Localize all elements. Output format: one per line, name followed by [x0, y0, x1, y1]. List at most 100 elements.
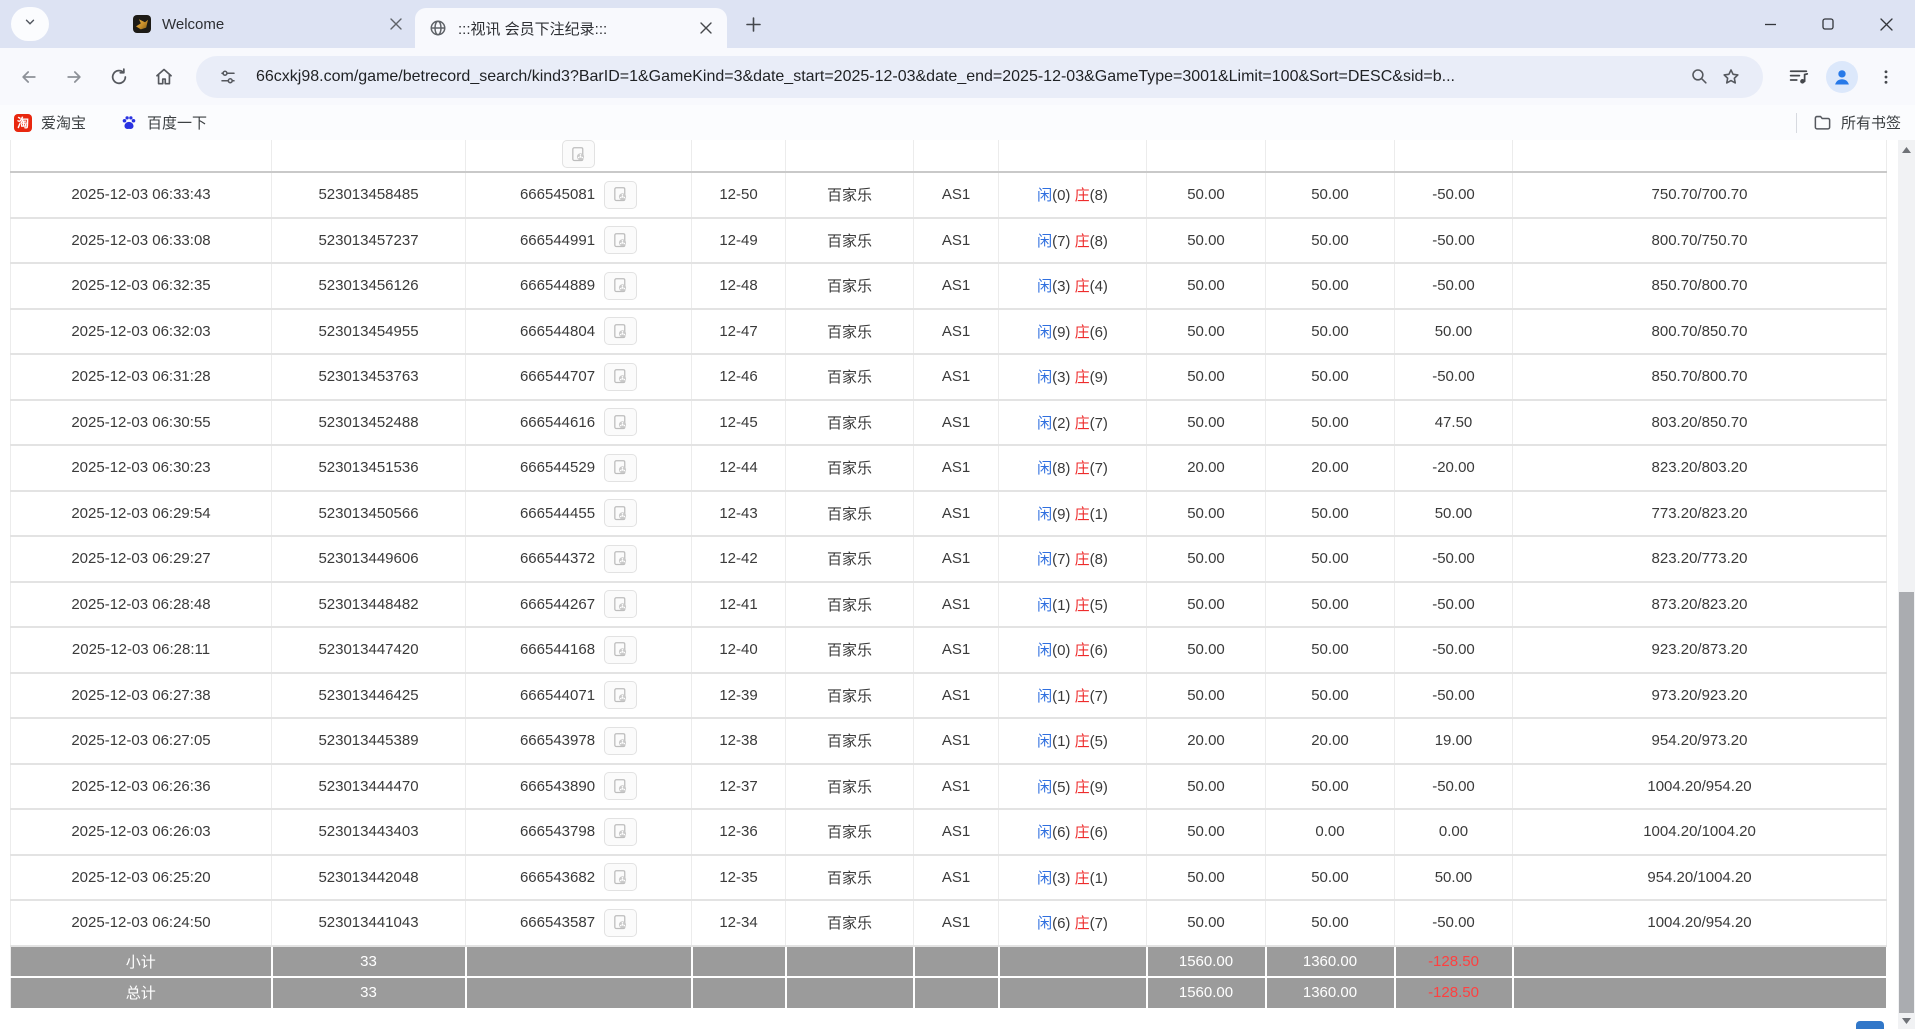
video-replay-icon[interactable]: [604, 635, 638, 664]
cell-bet-id: 523013450566: [271, 490, 466, 537]
video-replay-icon[interactable]: [604, 408, 638, 437]
cell-bet-detail: 闲(6) 庄(6): [998, 809, 1147, 856]
table-row: 2025-12-03 06:27:05 523013445389 666543978…: [10, 718, 1887, 765]
window-close-button[interactable]: [1857, 0, 1915, 48]
url-text[interactable]: 66cxkj98.com/game/betrecord_search/kind3…: [256, 67, 1455, 85]
cell-game-name: 百家乐: [785, 490, 914, 537]
scrollbar-thumb[interactable]: [1899, 592, 1914, 1013]
reload-button[interactable]: [100, 58, 138, 96]
baidu-paw-icon: [120, 114, 138, 132]
cell-round: 12-44: [691, 445, 786, 492]
cell-round: 12-46: [691, 354, 786, 401]
zoom-icon[interactable]: [1683, 61, 1715, 93]
window-minimize-button[interactable]: [1741, 0, 1799, 48]
cell-valid-amount: 50.00: [1265, 490, 1395, 537]
video-replay-icon[interactable]: [604, 908, 638, 937]
table-row: 2025-12-03 06:31:28 523013453763 666544707…: [10, 354, 1887, 401]
scrollbar-up-icon[interactable]: [1898, 141, 1915, 158]
table-row-partial: [10, 140, 1887, 173]
cell-time: 2025-12-03 06:33:08: [10, 217, 272, 264]
video-replay-icon[interactable]: [604, 362, 638, 391]
cell-win-loss: 19.00: [1394, 718, 1513, 765]
cell-valid-amount: 50.00: [1265, 354, 1395, 401]
cell-game-name: 百家乐: [785, 672, 914, 719]
cell-table-name: AS1: [913, 763, 999, 810]
bookmark-taobao[interactable]: 淘 爱淘宝: [14, 112, 86, 133]
video-replay-icon[interactable]: [604, 180, 638, 209]
cell-table-name: AS1: [913, 536, 999, 583]
cell-balance: 823.20/773.20: [1512, 536, 1887, 583]
cell-table-name: AS1: [913, 263, 999, 310]
cell-bet-amount: 50.00: [1146, 536, 1266, 583]
cell-round: 12-41: [691, 581, 786, 628]
cell-bet-id: 523013454955: [271, 308, 466, 355]
omnibox[interactable]: 66cxkj98.com/game/betrecord_search/kind3…: [196, 55, 1763, 98]
cell-bet-id: 523013442048: [271, 854, 466, 901]
cell-time: 2025-12-03 06:29:27: [10, 536, 272, 583]
video-replay-icon[interactable]: [604, 453, 638, 482]
media-controls-icon[interactable]: [1779, 58, 1817, 96]
back-to-top-button[interactable]: [1856, 1021, 1884, 1029]
cell-game-id: 666543890: [465, 763, 692, 810]
back-button[interactable]: [10, 58, 48, 96]
cell-balance: 954.20/973.20: [1512, 718, 1887, 765]
cell-table-name: AS1: [913, 627, 999, 674]
tab-welcome[interactable]: Welcome: [101, 0, 405, 48]
cell-game-id: 666544529: [465, 445, 692, 492]
vertical-scrollbar[interactable]: [1898, 140, 1915, 1029]
cell-game-name: 百家乐: [785, 308, 914, 355]
tab-bet-record-close-icon[interactable]: [697, 19, 715, 37]
menu-kebab-icon[interactable]: [1867, 58, 1905, 96]
bookmark-baidu[interactable]: 百度一下: [120, 112, 207, 133]
profile-avatar[interactable]: [1823, 58, 1861, 96]
cell-table-name: AS1: [913, 399, 999, 446]
subtotal-row: 小计 33 1560.00 1360.00 -128.50: [10, 945, 1887, 978]
video-replay-icon[interactable]: [604, 863, 638, 892]
video-replay-icon[interactable]: [604, 590, 638, 619]
cell-time: 2025-12-03 06:24:50: [10, 900, 272, 947]
cell-balance: 850.70/800.70: [1512, 263, 1887, 310]
cell-round: 12-48: [691, 263, 786, 310]
video-replay-icon[interactable]: [604, 772, 638, 801]
cell-bet-amount: 50.00: [1146, 490, 1266, 537]
video-replay-icon[interactable]: [604, 271, 638, 300]
cell-game-name: 百家乐: [785, 718, 914, 765]
video-replay-icon[interactable]: [604, 317, 638, 346]
cell-valid-amount: 50.00: [1265, 854, 1395, 901]
window-maximize-button[interactable]: [1799, 0, 1857, 48]
bookmark-baidu-label: 百度一下: [147, 115, 208, 132]
cell-balance: 1004.20/954.20: [1512, 763, 1887, 810]
tab-search-button[interactable]: [11, 7, 49, 41]
cell-game-id: 666544707: [465, 354, 692, 401]
forward-button[interactable]: [55, 58, 93, 96]
site-settings-icon[interactable]: [212, 61, 244, 93]
cell-bet-amount: 50.00: [1146, 399, 1266, 446]
cell-balance: 773.20/823.20: [1512, 490, 1887, 537]
video-replay-icon[interactable]: [604, 544, 638, 573]
records-body: 2025-12-03 06:33:43 523013458485 666545081…: [10, 140, 1887, 1010]
bookmark-star-icon[interactable]: [1715, 61, 1747, 93]
video-replay-icon[interactable]: [604, 499, 638, 528]
tab-welcome-close-icon[interactable]: [387, 15, 405, 33]
cell-bet-detail: 闲(8) 庄(7): [998, 445, 1147, 492]
cell-game-id: 666544616: [465, 399, 692, 446]
home-button[interactable]: [145, 58, 183, 96]
summary-bet: 1560.00: [1146, 977, 1267, 1010]
cell-table-name: AS1: [913, 854, 999, 901]
page-content: 2025-12-03 06:33:43 523013458485 666545081…: [0, 140, 1915, 1029]
video-replay-icon[interactable]: [562, 140, 595, 168]
cell-bet-id: 523013458485: [271, 172, 466, 219]
cell-time: 2025-12-03 06:26:03: [10, 809, 272, 856]
cell-time: 2025-12-03 06:33:43: [10, 172, 272, 219]
video-replay-icon[interactable]: [604, 726, 638, 755]
video-replay-icon[interactable]: [604, 681, 638, 710]
video-replay-icon[interactable]: [604, 226, 638, 255]
summary-result: -128.50: [1394, 945, 1514, 978]
video-replay-icon[interactable]: [604, 817, 638, 846]
all-bookmarks[interactable]: 所有书签: [1795, 112, 1901, 133]
cell-bet-amount: 50.00: [1146, 763, 1266, 810]
table-row: 2025-12-03 06:28:48 523013448482 666544267…: [10, 581, 1887, 628]
new-tab-button[interactable]: [739, 10, 767, 38]
scrollbar-down-icon[interactable]: [1898, 1012, 1915, 1029]
tab-bet-record[interactable]: :::视讯 会员下注纪录:::: [415, 8, 727, 48]
